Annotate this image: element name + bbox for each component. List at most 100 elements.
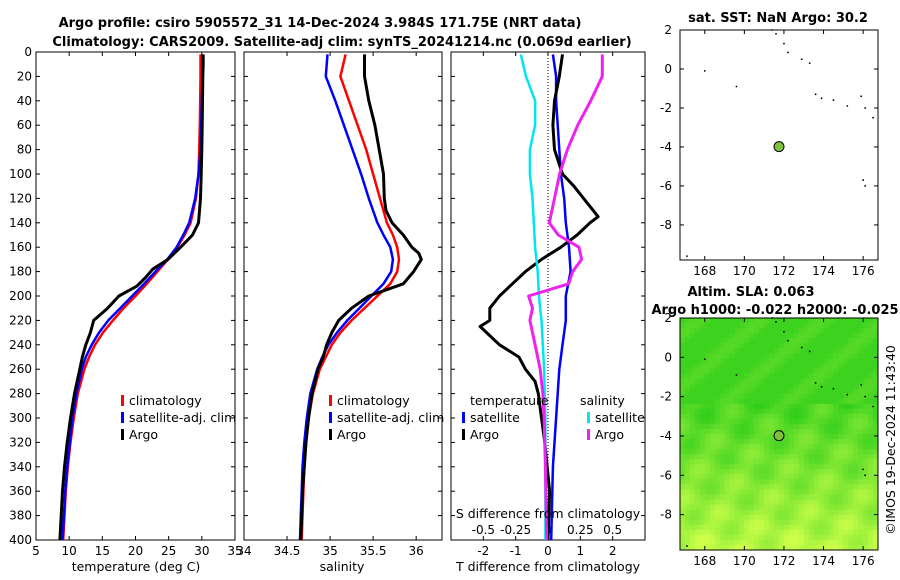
- y-tick-label: 340: [9, 460, 32, 474]
- sla-cell: [774, 484, 780, 491]
- sla-cell: [754, 358, 760, 364]
- sla-cell: [858, 504, 864, 511]
- sla-cell: [694, 423, 701, 430]
- sla-cell: [744, 539, 750, 546]
- sla-cell: [724, 464, 731, 470]
- sla-cell: [828, 479, 835, 486]
- sla-cell: [729, 494, 736, 501]
- sla-cell: [744, 459, 750, 465]
- sla-cell: [838, 484, 844, 491]
- sla-cell: [798, 388, 805, 395]
- sla-cell: [868, 489, 874, 496]
- sla-cell: [783, 338, 790, 344]
- sla-cell: [719, 348, 726, 354]
- sla-cell: [833, 328, 839, 334]
- sla-cell: [689, 449, 696, 455]
- sla-cell: [808, 474, 815, 480]
- sla-cell: [823, 423, 830, 430]
- sla-cell: [694, 348, 701, 354]
- sla-cell: [714, 338, 721, 344]
- sla-cell: [779, 413, 785, 420]
- sla-cell: [680, 509, 686, 516]
- s-tick-label: 0.25: [567, 523, 594, 537]
- sla-cell: [680, 363, 686, 370]
- sla-cell: [858, 413, 864, 420]
- sla-cell: [823, 454, 830, 460]
- sla-cell: [868, 484, 874, 491]
- sla-cell: [744, 454, 750, 460]
- sla-cell: [833, 428, 839, 435]
- sla-cell: [729, 398, 736, 405]
- sla-cell: [808, 509, 815, 516]
- sla-cell: [734, 368, 740, 375]
- y-tick-label: 40: [17, 94, 32, 108]
- sla-cell: [783, 439, 790, 445]
- sla-cell: [689, 418, 696, 425]
- sla-cell: [774, 534, 780, 541]
- sla-cell: [813, 393, 820, 400]
- sla-cell: [838, 328, 844, 334]
- sla-cell: [744, 393, 750, 400]
- sla-cell: [858, 509, 864, 516]
- sla-cell: [680, 378, 686, 385]
- sla-cell: [818, 363, 825, 370]
- sla-cell: [734, 434, 740, 440]
- sla-cell: [798, 494, 805, 501]
- sla-cell: [803, 484, 810, 491]
- sla-cell: [694, 504, 701, 511]
- sla-cell: [873, 378, 878, 385]
- sla-cell: [759, 348, 765, 354]
- sla-cell: [759, 469, 765, 475]
- sla-cell: [823, 484, 830, 491]
- sla-cell: [873, 524, 878, 531]
- sla-cell: [680, 398, 686, 405]
- sla-cell: [754, 534, 760, 541]
- sla-cell: [724, 318, 731, 324]
- sla-cell: [838, 444, 844, 450]
- sla-cell: [749, 469, 755, 475]
- sla-cell: [853, 428, 859, 435]
- s-tick-label: -0.5: [472, 523, 495, 537]
- sla-cell: [858, 373, 864, 380]
- sla-cell: [813, 348, 820, 354]
- sla-cell: [729, 454, 736, 460]
- sla-cell: [808, 524, 815, 531]
- sla-cell: [798, 403, 805, 410]
- sla-cell: [873, 479, 878, 486]
- sla-cell: [739, 469, 745, 475]
- sla-cell: [739, 413, 745, 420]
- sla-cell: [734, 323, 740, 329]
- sla-cell: [739, 484, 745, 491]
- sla-cell: [818, 534, 825, 541]
- sla-cell: [719, 413, 726, 420]
- sla-cell: [833, 373, 839, 380]
- sla-cell: [694, 393, 701, 400]
- sla-cell: [769, 534, 775, 541]
- sla-cell: [719, 388, 726, 395]
- sla-cell: [680, 439, 686, 445]
- sla-cell: [754, 368, 760, 375]
- sla-cell: [759, 423, 765, 430]
- sla-cell: [873, 383, 878, 390]
- island-dot: [771, 317, 773, 319]
- sla-cell: [774, 474, 780, 480]
- sla-cell: [759, 368, 765, 375]
- sla-cell: [704, 418, 711, 425]
- sla-cell: [769, 418, 775, 425]
- sla-cell: [798, 444, 805, 450]
- sla-cell: [798, 459, 805, 465]
- sla-cell: [858, 539, 864, 546]
- sla-cell: [838, 464, 844, 470]
- sla-cell: [764, 544, 770, 550]
- sla-cell: [759, 408, 765, 415]
- sla-cell: [843, 539, 849, 546]
- sla-cell: [694, 333, 701, 339]
- sla-cell: [694, 398, 701, 405]
- sla-cell: [689, 383, 696, 390]
- sla-map-panel: 168 170 172 174 176-8-6-4-202: [660, 311, 879, 568]
- sla-cell: [779, 494, 785, 501]
- sla-cell: [754, 318, 760, 324]
- sla-cell: [838, 388, 844, 395]
- sla-cell: [783, 479, 790, 486]
- sla-cell: [808, 469, 815, 475]
